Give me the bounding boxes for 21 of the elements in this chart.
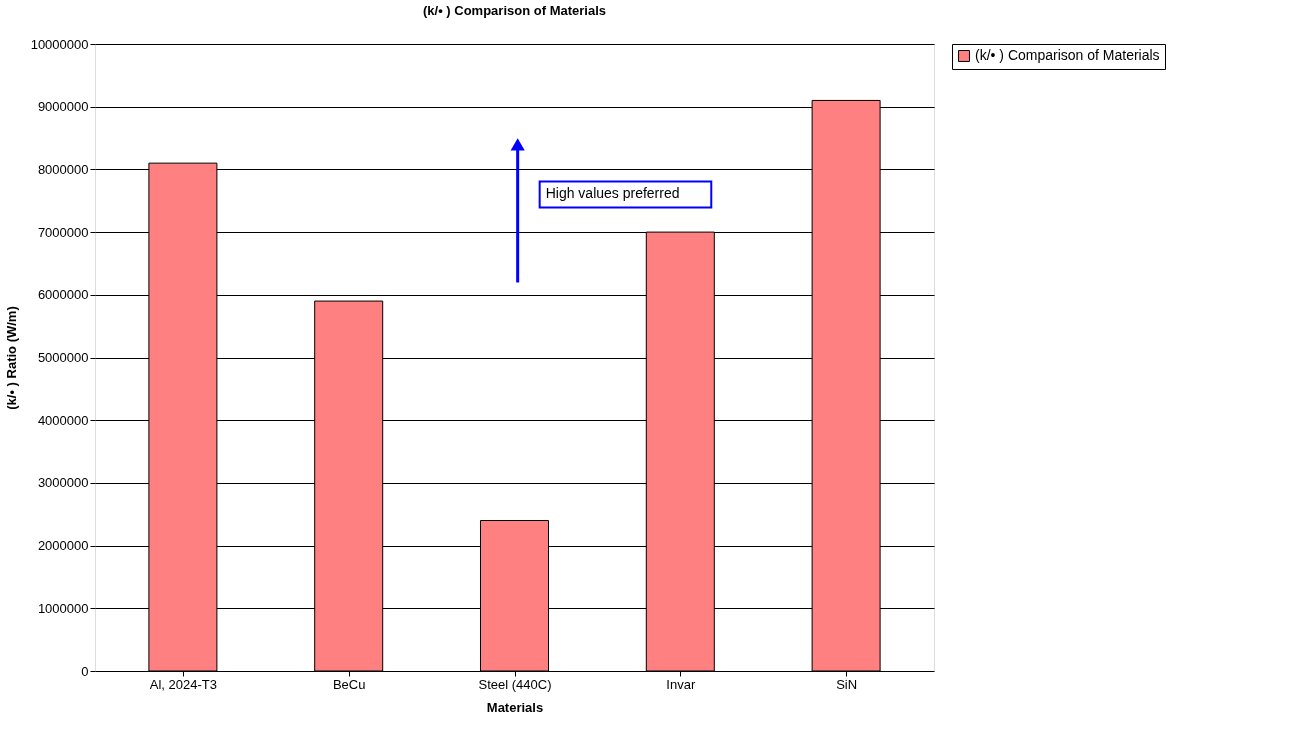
y-tick-label: 7000000 xyxy=(37,224,89,240)
y-tick-label: 3000000 xyxy=(37,475,89,491)
x-tick-label: BeCu xyxy=(332,676,366,692)
y-tick-label: 1000000 xyxy=(37,600,89,616)
legend-label: (k/• ) Comparison of Materials xyxy=(975,47,1160,63)
x-tick-label: Al, 2024-T3 xyxy=(149,676,217,692)
x-tick-label: SiN xyxy=(836,676,858,692)
y-tick-label: 8000000 xyxy=(37,161,89,177)
annotation: High values preferred xyxy=(545,185,680,202)
y-tick-label: 4000000 xyxy=(37,412,89,428)
y-tick-label: 5000000 xyxy=(37,350,89,365)
y-tick-label: 0 xyxy=(81,663,89,679)
y-tick-label: 10000000 xyxy=(30,36,89,52)
x-axis-title: Materials xyxy=(486,699,544,715)
y-tick-label: 2000000 xyxy=(37,538,89,554)
chart-title: (k/• ) Comparison of Materials xyxy=(423,3,606,18)
x-tick-label: Invar xyxy=(666,676,696,692)
y-tick-label: 9000000 xyxy=(37,99,89,115)
y-axis-title: (k/• ) Ratio (W/m) xyxy=(3,306,19,410)
x-tick-label: Steel (440C) xyxy=(478,676,552,692)
y-tick-label: 6000000 xyxy=(37,287,89,303)
